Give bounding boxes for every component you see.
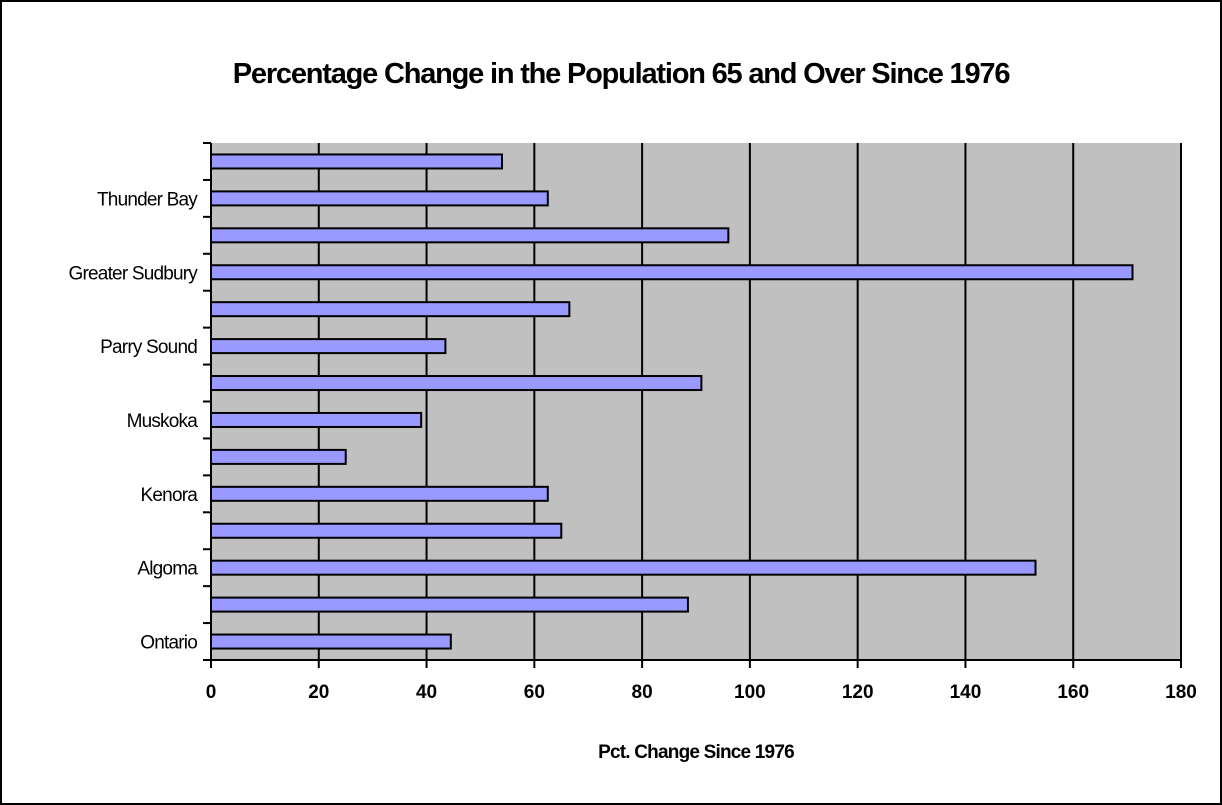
axes — [203, 142, 1182, 668]
x-axis-title: Pct. Change Since 1976 — [598, 742, 794, 763]
category-label-6: Muskoka — [127, 411, 199, 432]
bar-6 — [210, 411, 423, 428]
category-label-2: Algoma — [137, 559, 198, 580]
category-label-8: Parry Sound — [100, 337, 197, 358]
x-tick-label-20: 20 — [308, 682, 329, 703]
x-tick-label-40: 40 — [416, 682, 437, 703]
bars — [210, 153, 1134, 650]
plot-area — [211, 143, 1181, 660]
category-label-10: Greater Sudbury — [69, 263, 199, 284]
category-label-12: Thunder Bay — [97, 189, 198, 210]
x-tick-label-60: 60 — [524, 682, 545, 703]
bar-12 — [210, 190, 549, 207]
bar-11 — [210, 227, 730, 244]
x-tick-label-80: 80 — [632, 682, 653, 703]
x-tick-label-160: 160 — [1057, 682, 1089, 703]
bar-2 — [210, 559, 1037, 576]
labels: 0 20 40 60 80 100 120 140 160 180 Ontario Algoma Ken… — [69, 189, 1197, 703]
category-label-4: Kenora — [141, 485, 199, 506]
bar-9 — [210, 301, 571, 318]
bar-8 — [210, 338, 447, 355]
bar-5 — [210, 448, 347, 465]
category-label-0: Ontario — [140, 633, 197, 654]
bar-1 — [210, 596, 689, 613]
x-tick-label-0: 0 — [206, 682, 217, 703]
bar-7 — [210, 375, 703, 392]
x-tick-label-180: 180 — [1165, 682, 1197, 703]
bar-10 — [210, 264, 1134, 281]
x-tick-label-140: 140 — [950, 682, 982, 703]
x-tick-label-120: 120 — [842, 682, 874, 703]
bar-0 — [210, 633, 452, 650]
chart-title: Percentage Change in the Population 65 a… — [232, 58, 1011, 90]
x-tick-label-100: 100 — [734, 682, 766, 703]
bar-13 — [210, 153, 503, 170]
bar-4 — [210, 485, 549, 502]
bar-3 — [210, 522, 563, 539]
